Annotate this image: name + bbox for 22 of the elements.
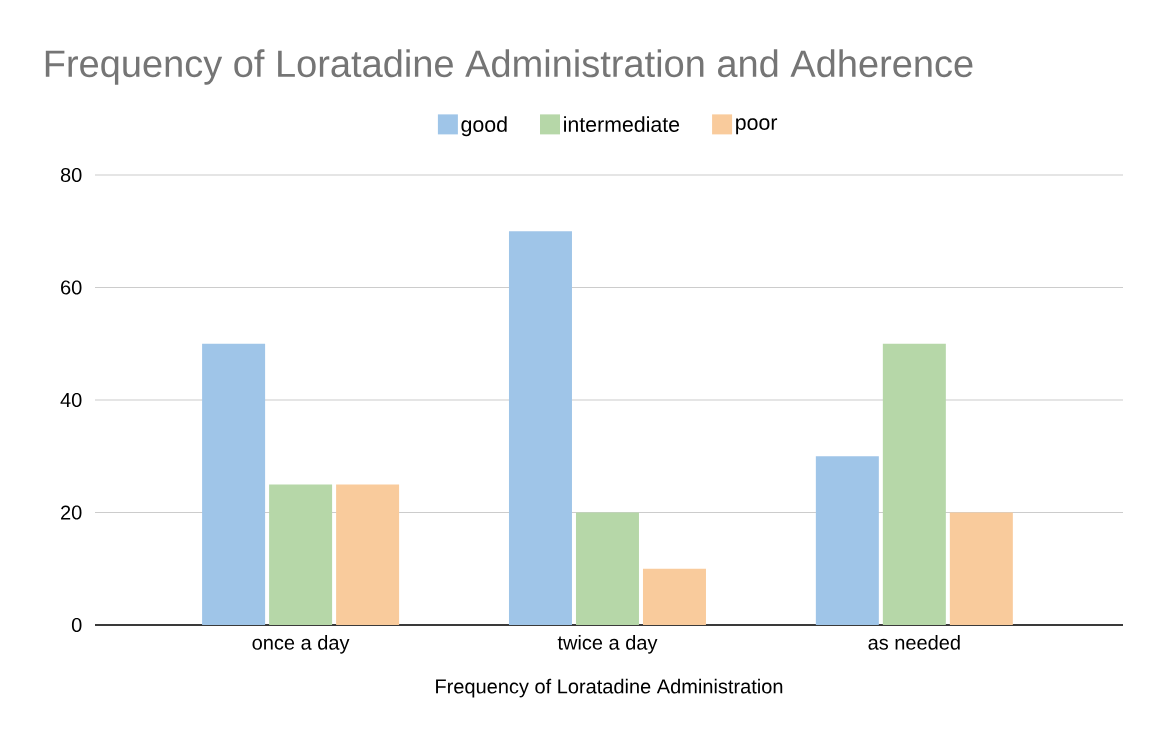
- bar: [336, 484, 400, 625]
- x-tick-label: as needed: [868, 635, 960, 650]
- x-tick-label: twice a day: [557, 635, 658, 654]
- bar: [815, 456, 879, 625]
- y-tick-label: 80: [60, 167, 82, 183]
- x-axis-title: Frequency of Loratadine Administration: [436, 678, 783, 698]
- chart-title: Frequency of Loratadine Administration and Adherence: [45, 49, 973, 85]
- bar: [949, 512, 1013, 625]
- x-tick-label: once a day: [252, 635, 350, 654]
- y-tick-label: 40: [60, 392, 82, 408]
- legend-label: poor: [736, 118, 778, 135]
- y-tick-label: 0: [71, 617, 82, 633]
- y-tick-label: 60: [61, 280, 82, 295]
- y-tick-label: 20: [61, 505, 82, 520]
- bar: [882, 343, 946, 625]
- bar: [202, 343, 266, 625]
- bar: [269, 484, 333, 625]
- legend-label: good: [461, 116, 507, 137]
- bar: [575, 512, 639, 625]
- legend-label: intermediate: [564, 116, 680, 132]
- bar: [508, 231, 572, 625]
- bar: [642, 568, 706, 625]
